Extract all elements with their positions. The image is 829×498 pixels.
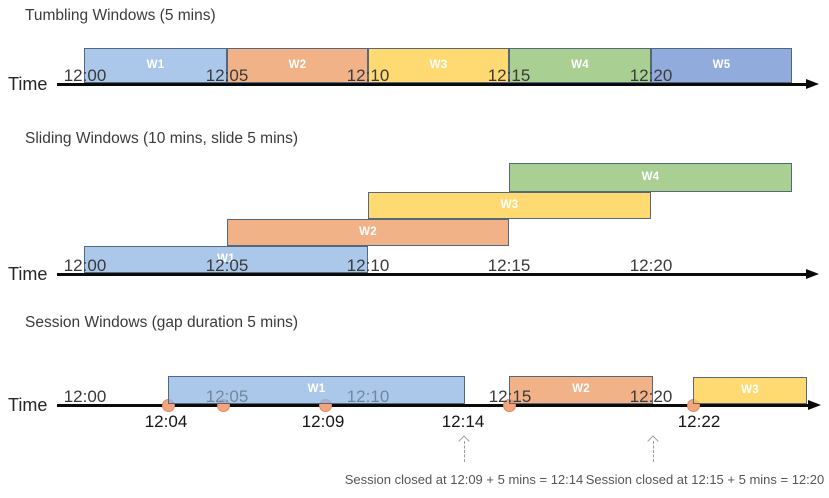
arrow-stem — [652, 441, 654, 462]
window-label: W4 — [641, 170, 660, 183]
window-label: W4 — [571, 58, 589, 71]
arrow-stem — [463, 441, 465, 462]
window-box-w1: W1 — [84, 48, 227, 83]
window-label: W2 — [359, 225, 377, 238]
window-label: W3 — [500, 198, 519, 211]
axis-tick-label: 12:15 — [488, 387, 532, 406]
window-label: W3 — [741, 383, 759, 396]
axis-tick-label: 12:20 — [629, 256, 673, 275]
window-box-w2: W2 — [227, 219, 509, 246]
time-axis-line — [57, 273, 806, 276]
window-box-w1: W1 — [84, 246, 368, 273]
axis-arrowhead-icon — [808, 399, 821, 410]
window-label: W1 — [307, 383, 326, 396]
axis-tick-label: 12:20 — [629, 387, 673, 406]
window-box-w5: W5 — [651, 48, 792, 83]
section-title-sliding: Sliding Windows (10 mins, slide 5 mins) — [25, 130, 299, 147]
window-box-w1: W1 — [168, 376, 465, 404]
event-time-label: 12:04 — [144, 412, 188, 431]
arrow-chevron — [458, 435, 470, 447]
section-title-tumbling: Tumbling Windows (5 mins) — [25, 7, 216, 24]
axis-tick-label: 12:00 — [63, 66, 107, 85]
time-axis-label: Time — [8, 264, 48, 284]
time-axis-label: Time — [8, 74, 48, 94]
dashed-up-arrow-icon — [647, 435, 659, 462]
axis-arrowhead-icon — [806, 78, 819, 89]
time-axis-line — [57, 83, 806, 86]
window-label: W2 — [572, 383, 590, 396]
window-box-w4: W4 — [509, 48, 651, 83]
axis-tick-label: 12:05 — [205, 256, 249, 275]
event-time-label: 12:09 — [301, 412, 345, 431]
session-close-caption: Session closed at 12:15 + 5 mins = 12:20 — [585, 472, 825, 487]
axis-tick-label: 12:05 — [205, 66, 249, 85]
axis-tick-label: 12:10 — [346, 387, 390, 406]
event-time-label: 12:14 — [441, 412, 485, 431]
window-box-w2: W2 — [227, 48, 368, 83]
time-axis-line — [57, 404, 808, 407]
axis-arrowhead-icon — [806, 268, 819, 279]
window-label: W1 — [217, 252, 235, 265]
window-box-w3: W3 — [693, 377, 807, 404]
session-close-caption: Session closed at 12:09 + 5 mins = 12:14 — [344, 472, 584, 487]
window-box-w3: W3 — [368, 48, 509, 83]
window-label: W1 — [146, 58, 165, 71]
event-time-label: 12:22 — [677, 412, 721, 431]
axis-tick-label: 12:10 — [346, 256, 390, 275]
dashed-up-arrow-icon — [458, 435, 470, 462]
axis-tick-label: 12:05 — [205, 387, 249, 406]
window-box-w4: W4 — [509, 163, 792, 192]
axis-tick-label: 12:15 — [487, 256, 531, 275]
window-label: W2 — [288, 58, 307, 71]
axis-tick-label: 12:15 — [487, 66, 531, 85]
window-box-w2: W2 — [509, 376, 653, 404]
axis-tick-label: 12:00 — [63, 387, 107, 406]
time-axis-label: Time — [8, 395, 48, 415]
window-label: W5 — [712, 58, 731, 71]
axis-tick-label: 12:10 — [346, 66, 390, 85]
axis-tick-label: 12:00 — [63, 256, 107, 275]
arrow-chevron — [647, 435, 659, 447]
window-label: W3 — [429, 58, 448, 71]
axis-tick-label: 12:20 — [629, 66, 673, 85]
window-box-w3: W3 — [368, 192, 651, 219]
section-title-session: Session Windows (gap duration 5 mins) — [25, 314, 299, 331]
